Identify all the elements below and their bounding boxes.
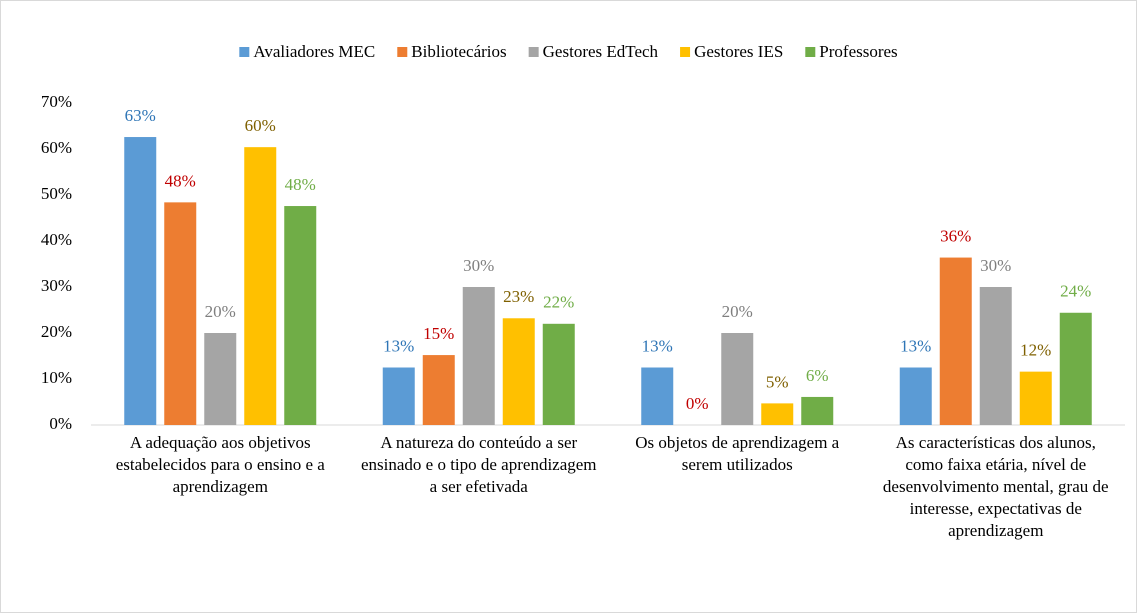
value-label: 0% xyxy=(686,394,709,413)
bar xyxy=(422,355,455,425)
legend-label: Gestores EdTech xyxy=(543,42,659,61)
legend-swatch xyxy=(680,47,691,57)
value-label: 20% xyxy=(205,302,236,321)
value-label: 13% xyxy=(900,336,931,355)
legend-label: Gestores IES xyxy=(694,42,783,61)
legend-swatch xyxy=(528,47,539,57)
bar xyxy=(899,367,932,425)
value-label: 63% xyxy=(125,106,156,125)
bar xyxy=(721,333,754,425)
value-label: 13% xyxy=(383,336,414,355)
value-label: 30% xyxy=(980,256,1011,275)
y-tick-label: 10% xyxy=(41,368,72,387)
bar xyxy=(462,287,495,425)
value-label: 22% xyxy=(543,293,574,312)
legend-label: Avaliadores MEC xyxy=(253,42,375,61)
value-label: 20% xyxy=(722,302,753,321)
y-tick-label: 20% xyxy=(41,322,72,341)
bar xyxy=(801,396,834,425)
bar xyxy=(542,323,575,425)
value-label: 36% xyxy=(940,226,971,245)
x-tick-label: A natureza do conteúdo a ser ensinado e … xyxy=(360,433,597,496)
bar xyxy=(204,333,237,425)
bar xyxy=(761,403,794,425)
bar xyxy=(124,137,157,426)
x-tick-label: A adequação aos objetivos estabelecidos … xyxy=(115,433,325,496)
bar xyxy=(641,367,674,425)
bar xyxy=(164,202,197,425)
legend-label: Bibliotecários xyxy=(411,42,506,61)
value-label: 13% xyxy=(642,336,673,355)
bar xyxy=(939,257,972,425)
value-label: 48% xyxy=(285,175,316,194)
bar xyxy=(244,147,277,425)
value-label: 12% xyxy=(1020,341,1051,360)
bar xyxy=(382,367,415,425)
value-label: 15% xyxy=(423,324,454,343)
value-label: 24% xyxy=(1060,282,1091,301)
y-tick-label: 50% xyxy=(41,184,72,203)
legend-swatch xyxy=(397,47,408,57)
y-tick-label: 0% xyxy=(49,414,72,433)
x-tick-label: As características dos alunos, como faix… xyxy=(882,433,1109,540)
y-tick-label: 30% xyxy=(41,276,72,295)
value-label: 48% xyxy=(165,171,196,190)
bar xyxy=(284,206,317,425)
value-label: 30% xyxy=(463,256,494,275)
y-tick-label: 60% xyxy=(41,138,72,157)
value-label: 23% xyxy=(503,287,534,306)
value-label: 60% xyxy=(245,116,276,135)
legend-label: Professores xyxy=(819,42,897,61)
x-tick-label: Os objetos de aprendizagem a serem utili… xyxy=(635,433,840,474)
bar xyxy=(502,318,535,425)
bar xyxy=(1019,371,1052,425)
y-tick-label: 70% xyxy=(41,92,72,111)
legend-swatch xyxy=(805,47,816,57)
value-label: 5% xyxy=(766,372,789,391)
value-label: 6% xyxy=(806,366,829,385)
bar xyxy=(1059,312,1092,425)
y-tick-label: 40% xyxy=(41,230,72,249)
bar xyxy=(979,287,1012,425)
legend-swatch xyxy=(239,47,250,57)
